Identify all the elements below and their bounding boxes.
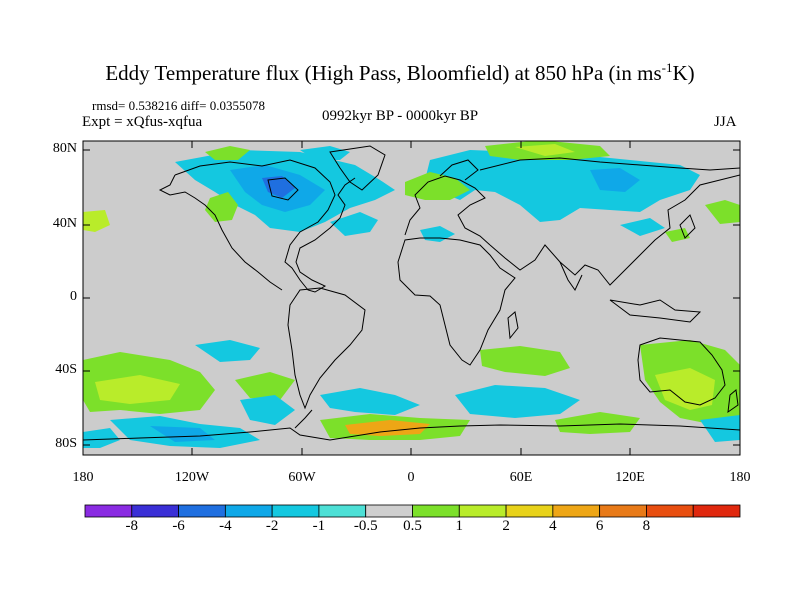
coast-hudson-bay [267, 177, 299, 201]
positive-anomaly-pacific-north [205, 192, 238, 222]
x-tick-label: 120E [615, 470, 645, 485]
colorbar-swatch [84, 504, 133, 518]
colorbar [84, 504, 741, 518]
y-tick-label: 80S [55, 436, 77, 451]
coast-india [559, 261, 583, 291]
colorbar-swatch [365, 504, 413, 518]
colorbar-swatch [224, 504, 273, 518]
coast-new-zealand [727, 389, 739, 414]
coast-antarctica [83, 423, 740, 441]
positive-anomaly-australia-core [655, 368, 715, 410]
colorbar-swatch [318, 504, 367, 518]
coast-antarctic-peninsula [294, 409, 313, 429]
positive-anomaly-arctic-eurasia-core [515, 144, 575, 156]
negative-anomaly-siberia-core [590, 168, 640, 192]
coast-alaska [158, 174, 283, 291]
positive-anomaly-nw-pacific-mid [665, 228, 690, 242]
coast-siberia-north [479, 157, 740, 171]
x-tick-label: 0 [407, 470, 415, 485]
coast-australia [637, 337, 726, 406]
colorbar-label: -8 [125, 518, 139, 534]
colorbar-label: 1 [455, 518, 464, 534]
coast-madagascar [507, 311, 519, 340]
negative-anomaly-hudson [262, 176, 295, 198]
positive-anomaly-nw-pacific-east [705, 200, 740, 224]
anomaly-fields [83, 141, 740, 448]
coastlines [83, 145, 740, 441]
coast-africa [397, 237, 516, 366]
coast-scandinavia [439, 159, 479, 181]
negative-anomaly-south-america-west [240, 395, 295, 425]
y-tick-label: 40S [55, 362, 77, 377]
negative-anomaly-south-pacific [195, 340, 260, 362]
colorbar-label: -6 [172, 518, 185, 534]
period-label: 0992kyr BP - 0000kyr BP [322, 108, 479, 124]
colorbar-swatch [271, 504, 320, 518]
coast-europe [404, 175, 491, 246]
positive-anomaly-canada-arctic [205, 146, 250, 160]
colorbar-swatch [178, 504, 226, 518]
title-superscript: -1 [661, 60, 673, 75]
y-tick-label: 40N [52, 216, 77, 231]
x-tick-label: 120W [174, 470, 210, 485]
coast-indonesia [609, 299, 702, 323]
colorbar-swatch [692, 504, 741, 518]
title-main: Eddy Temperature flux (High Pass, Bloomf… [105, 61, 662, 85]
colorbar-label: 2 [502, 518, 510, 534]
coast-asia [489, 174, 740, 286]
negative-anomaly-atlantic [330, 212, 378, 236]
negative-anomaly-south-atlantic [320, 388, 420, 415]
colorbar-swatch [458, 504, 507, 518]
positive-anomaly-south-pacific-east [235, 372, 295, 400]
negative-anomaly-eurasia [425, 150, 700, 222]
colorbar-swatch [599, 504, 647, 518]
stats-line: rmsd= 0.538216 diff= 0.0355078 [92, 98, 265, 113]
figure-title: Eddy Temperature flux (High Pass, Bloomf… [0, 60, 800, 86]
negative-anomaly-indian-ocean [455, 385, 580, 418]
colorbar-label: -1 [312, 518, 326, 534]
colorbar-swatch [646, 504, 694, 518]
title-tail: K) [672, 61, 695, 85]
negative-anomaly-nw-pacific [620, 218, 665, 236]
positive-anomaly-southern-indian [555, 412, 640, 434]
axis-ticks [82, 141, 741, 455]
y-tick-label: 0 [70, 289, 77, 304]
colorbar-swatch [131, 504, 179, 518]
experiment-label: Expt = xQfus-xqfua [82, 114, 203, 130]
negative-anomaly-greenland-north [300, 146, 350, 160]
x-tick-label: 180 [729, 470, 751, 485]
colorbar-label: -0.5 [353, 518, 378, 534]
coast-north-america [174, 159, 356, 293]
x-tick-label: 60E [509, 470, 533, 485]
x-tick-label: 60W [288, 470, 316, 485]
colorbar-label: 8 [642, 518, 651, 534]
colorbar-label: -2 [265, 518, 279, 534]
season-label: JJA [714, 114, 737, 130]
positive-anomaly-scandinavia [405, 172, 470, 200]
x-tick-label: 180 [72, 470, 94, 485]
colorbar-swatch [552, 504, 601, 518]
colorbar-label: -4 [219, 518, 232, 534]
positive-anomaly-indian-ocean [480, 346, 570, 376]
negative-anomaly-antarctic-edge [83, 428, 120, 448]
coast-greenland [329, 145, 386, 191]
colorbar-label: 6 [595, 518, 604, 534]
positive-anomaly-west-pacific [83, 210, 110, 232]
colorbar-label: 4 [549, 518, 557, 534]
coast-japan [679, 214, 696, 239]
positive-anomaly-south-pacific-core [95, 375, 180, 404]
positive-anomaly-south-atlantic-core [345, 420, 430, 436]
coast-south-america [287, 287, 366, 410]
colorbar-swatch [412, 504, 460, 518]
colorbar-label: 0.5 [403, 518, 422, 534]
colorbar-swatch [505, 504, 554, 518]
negative-anomaly-southern-ocean-core [150, 426, 215, 442]
y-tick-label: 80N [52, 141, 77, 156]
